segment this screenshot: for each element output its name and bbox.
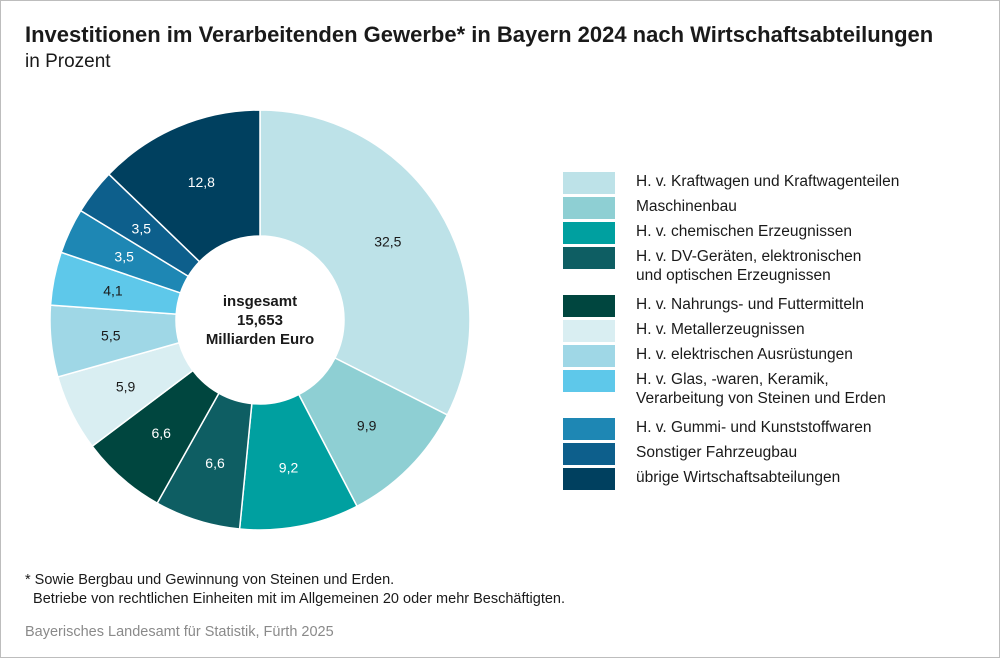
legend-swatch bbox=[563, 295, 615, 317]
data-label-sonstiger-fahrzeugbau: 3,5 bbox=[132, 220, 152, 236]
legend-swatch bbox=[563, 197, 615, 219]
chart-title: Investitionen im Verarbeitenden Gewerbe*… bbox=[25, 22, 934, 47]
legend-label: H. v. Nahrungs- und Futtermitteln bbox=[636, 296, 864, 313]
data-label-h-v-dv-geraeten-elektronischen-und-optischen-erzeugnissen: 6,6 bbox=[205, 455, 225, 471]
data-label-h-v-elektrischen-ausruestungen: 5,5 bbox=[101, 327, 121, 343]
legend-label: H. v. chemischen Erzeugnissen bbox=[636, 223, 852, 240]
legend-swatch bbox=[563, 222, 615, 244]
legend-swatch bbox=[563, 320, 615, 342]
legend-label: Maschinenbau bbox=[636, 198, 737, 215]
legend-swatch bbox=[563, 468, 615, 490]
data-label-h-v-kraftwagen-und-kraftwagenteilen: 32,5 bbox=[374, 233, 401, 249]
data-label-h-v-nahrungs-und-futtermitteln: 6,6 bbox=[152, 425, 172, 441]
data-label-h-v-gummi-und-kunststoffwaren: 3,5 bbox=[114, 248, 134, 264]
legend-swatch bbox=[563, 345, 615, 367]
legend-swatch bbox=[563, 172, 615, 194]
legend-swatch bbox=[563, 370, 615, 392]
legend-label: Sonstiger Fahrzeugbau bbox=[636, 444, 798, 461]
legend-item-h-v-glas-waren-keramik-verarbeitung-von-steinen-und-erden: H. v. Glas, -waren, Keramik, Verarbeitun… bbox=[563, 370, 886, 408]
legend-label: H. v. Metallerzeugnissen bbox=[636, 321, 805, 338]
legend-item-h-v-metallerzeugnissen: H. v. Metallerzeugnissen bbox=[563, 320, 805, 342]
legend-swatch bbox=[563, 247, 615, 269]
legend-item-h-v-chemischen-erzeugnissen: H. v. chemischen Erzeugnissen bbox=[563, 222, 852, 244]
legend-label: H. v. Gummi- und Kunststoffwaren bbox=[636, 419, 872, 436]
data-label-h-v-metallerzeugnissen: 5,9 bbox=[116, 379, 136, 395]
data-label-h-v-glas-waren-keramik-verarbeitung-von-steinen-und-erden: 4,1 bbox=[103, 282, 123, 298]
data-label-h-v-chemischen-erzeugnissen: 9,2 bbox=[279, 459, 299, 475]
legend-item-h-v-kraftwagen-und-kraftwagenteilen: H. v. Kraftwagen und Kraftwagenteilen bbox=[563, 172, 899, 194]
legend-item-uebrige-wirtschaftsabteilungen: übrige Wirtschaftsabteilungen bbox=[563, 468, 840, 490]
legend-item-h-v-gummi-und-kunststoffwaren: H. v. Gummi- und Kunststoffwaren bbox=[563, 418, 871, 440]
data-label-uebrige-wirtschaftsabteilungen: 12,8 bbox=[188, 174, 215, 190]
legend-item-h-v-elektrischen-ausruestungen: H. v. elektrischen Ausrüstungen bbox=[563, 345, 853, 367]
footnote: * Sowie Bergbau und Gewinnung von Steine… bbox=[25, 572, 566, 607]
data-label-maschinenbau: 9,9 bbox=[357, 417, 377, 433]
slice-uebrige-wirtschaftsabteilungen bbox=[107, 109, 261, 263]
legend-label: H. v. DV-Geräten, elektronischen und opt… bbox=[636, 248, 862, 284]
source-note: Bayerisches Landesamt für Statistik, Für… bbox=[25, 624, 334, 640]
legend-label: übrige Wirtschaftsabteilungen bbox=[636, 469, 841, 486]
legend-swatch bbox=[563, 443, 615, 465]
center-label-line-3: Milliarden Euro bbox=[206, 331, 314, 348]
legend-label: H. v. elektrischen Ausrüstungen bbox=[636, 346, 853, 363]
legend-item-h-v-dv-geraeten-elektronischen-und-optischen-erzeugnissen: H. v. DV-Geräten, elektronischen und opt… bbox=[563, 247, 861, 285]
legend-label: H. v. Kraftwagen und Kraftwagenteilen bbox=[636, 173, 900, 190]
legend-item-h-v-nahrungs-und-futtermitteln: H. v. Nahrungs- und Futtermitteln bbox=[563, 295, 864, 317]
center-label-line-1: insgesamt bbox=[223, 293, 297, 310]
legend-item-sonstiger-fahrzeugbau: Sonstiger Fahrzeugbau bbox=[563, 443, 797, 465]
legend-label: H. v. Glas, -waren, Keramik, Verarbeitun… bbox=[636, 371, 886, 407]
center-label-line-2: 15,653 bbox=[237, 312, 283, 329]
chart-subtitle: in Prozent bbox=[25, 51, 111, 72]
legend-item-maschinenbau: Maschinenbau bbox=[563, 197, 737, 219]
slice-h-v-kraftwagen-und-kraftwagenteilen bbox=[259, 109, 471, 416]
legend-swatch bbox=[563, 418, 615, 440]
